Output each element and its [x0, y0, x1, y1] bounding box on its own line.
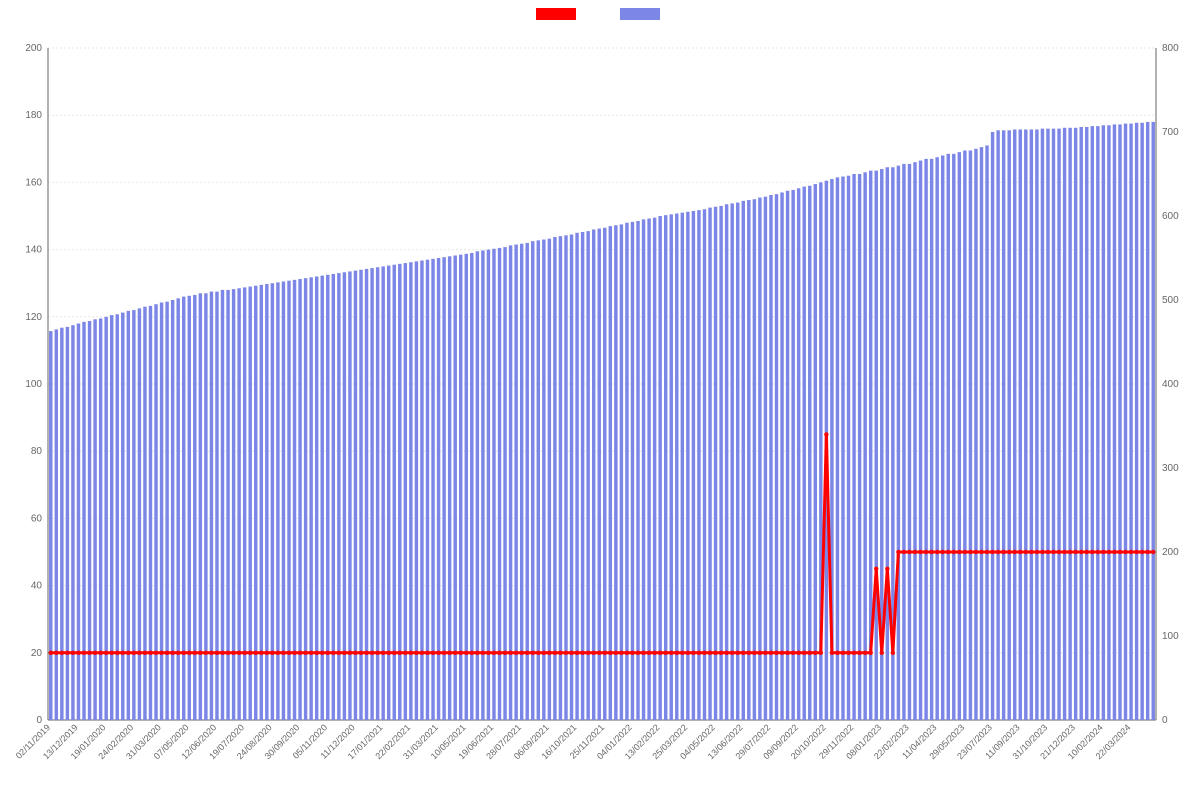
svg-text:0: 0: [1162, 715, 1168, 726]
chart: 0 20 40 60 80 100 120 140 160 180 200 0 100 200 300 400…: [0, 20, 1200, 780]
svg-text:800: 800: [1162, 43, 1179, 54]
svg-text:100: 100: [1162, 631, 1179, 642]
svg-text:140: 140: [25, 245, 42, 256]
svg-text:700: 700: [1162, 127, 1179, 138]
svg-text:400: 400: [1162, 379, 1179, 390]
svg-text:120: 120: [25, 312, 42, 323]
svg-text:300: 300: [1162, 463, 1179, 474]
svg-text:0: 0: [36, 715, 42, 726]
legend-item-1: [536, 8, 580, 20]
svg-text:600: 600: [1162, 211, 1179, 222]
svg-text:500: 500: [1162, 295, 1179, 306]
svg-text:160: 160: [25, 177, 42, 188]
svg-text:100: 100: [25, 379, 42, 390]
svg-text:200: 200: [25, 43, 42, 54]
svg-text:200: 200: [1162, 547, 1179, 558]
chart-svg: 0 20 40 60 80 100 120 140 160 180 200 0 100 200 300 400…: [0, 20, 1200, 780]
svg-text:20: 20: [31, 648, 43, 659]
svg-text:60: 60: [31, 513, 43, 524]
legend: [0, 0, 1200, 20]
svg-text:180: 180: [25, 110, 42, 121]
legend-swatch-2: [620, 8, 660, 20]
legend-swatch-1: [536, 8, 576, 20]
legend-item-2: [620, 8, 664, 20]
svg-text:40: 40: [31, 581, 43, 592]
svg-text:80: 80: [31, 446, 43, 457]
